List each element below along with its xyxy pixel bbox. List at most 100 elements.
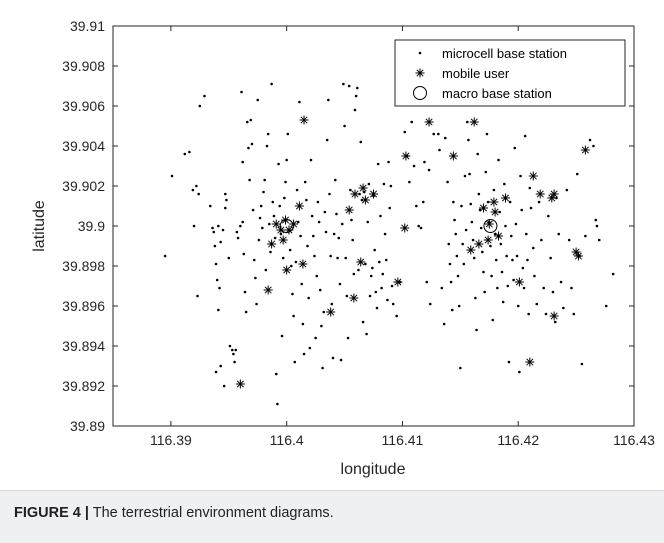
mobile-user-point [469,117,479,127]
microcell-point [328,192,331,196]
microcell-point [415,204,418,208]
microcell-point [389,184,393,188]
y-tick-label: 39.896 [62,298,105,314]
microcell-point [440,286,444,290]
microcell-point [472,256,476,260]
microcell-point [611,272,615,276]
microcell-point [486,200,490,204]
mobile-user-point [466,245,476,255]
microcell-point [359,140,363,144]
microcell-point [296,220,300,224]
microcell-point [286,132,290,136]
microcell-point [443,136,447,140]
microcell-point [317,220,321,224]
microcell-point [313,254,316,258]
microcell-point [340,222,344,226]
microcell-point [337,236,341,240]
microcell-point [257,238,261,242]
microcell-point [387,160,390,164]
microcell-point [244,310,248,314]
microcell-point [247,146,250,150]
microcell-point [198,104,202,108]
legend: microcell base station mobile user macro… [394,39,626,107]
microcell-point [236,236,240,240]
microcell-point [460,204,463,208]
y-axis-label: latitude [31,200,48,252]
microcell-point [509,234,513,238]
microcell-point [276,402,279,406]
microcell-point [256,98,260,102]
microcell-point [366,220,370,224]
microcell-point [527,312,530,316]
microcell-point [255,302,258,306]
mobile-user-point [478,203,488,213]
microcell-point [542,286,545,290]
microcell-point [336,256,339,260]
microcell-point [327,98,330,102]
microcell-point [535,302,539,306]
microcell-point [511,258,514,262]
microcell-point [453,218,456,222]
microcell-point [457,304,461,308]
microcell-point [551,290,555,294]
microcell-point [485,132,489,136]
microcell-point [369,274,373,278]
microcell-point [479,226,483,230]
microcell-point [562,306,565,310]
microcell-point [291,292,294,296]
microcell-point [331,356,335,360]
microcell-point [322,310,326,314]
microcell-point [218,286,221,290]
mobile-user-point [514,277,524,287]
microcell-point [251,208,255,212]
microcell-point [215,278,219,282]
mobile-user-point [276,225,286,235]
microcell-point [474,296,477,300]
microcell-point [491,318,495,322]
microcell-point [284,180,287,184]
microcell-point [513,146,517,150]
legend-label-microcell: microcell base station [442,46,567,61]
mobile-user-point [483,235,493,245]
microcell-point [476,152,480,156]
microcell-point [506,284,510,288]
microcell-point [497,158,500,162]
microcell-point [447,242,451,246]
microcell-point [490,274,493,278]
microcell-point [481,250,484,254]
macro-station-point [483,219,498,233]
microcell-point [412,164,416,168]
mobile-user-point [235,379,245,389]
y-tick-label: 39.904 [62,138,105,154]
microcell-point [324,230,328,234]
x-tick-label: 116.43 [613,432,655,448]
legend-label-mobile-user: mobile user [442,66,510,81]
microcell-point [270,82,273,86]
y-tick-label: 39.9 [78,218,105,234]
y-tick-label: 39.906 [62,98,105,114]
microcell-point [519,174,522,178]
microcell-point [299,234,302,238]
microcell-point [191,188,195,192]
mobile-user-point [580,145,590,155]
microcell-point [361,320,365,324]
x-axis: 116.39 116.4 116.41 116.42 116.43 [150,26,655,448]
microcell-point [505,254,508,258]
microcell-point [308,346,312,350]
scatter-chart: 39.89 39.892 39.894 39.896 39.898 39.9 39.902 3… [31,18,655,478]
mobile-user-point [489,197,499,207]
microcell-point [295,188,299,192]
mobile-user-point [344,205,354,215]
microcell-point [428,302,432,306]
microcell-point [211,226,214,230]
microcell-point [249,118,253,122]
microcell-point [183,152,187,156]
microcell-point [588,138,592,142]
microcell-point [268,222,271,226]
microcell-point [163,254,167,258]
y-tick-label: 39.892 [62,378,105,394]
microcell-point [526,258,529,262]
microcell-point [520,208,523,212]
microcell-point [514,222,518,226]
microcell-point [301,322,305,326]
